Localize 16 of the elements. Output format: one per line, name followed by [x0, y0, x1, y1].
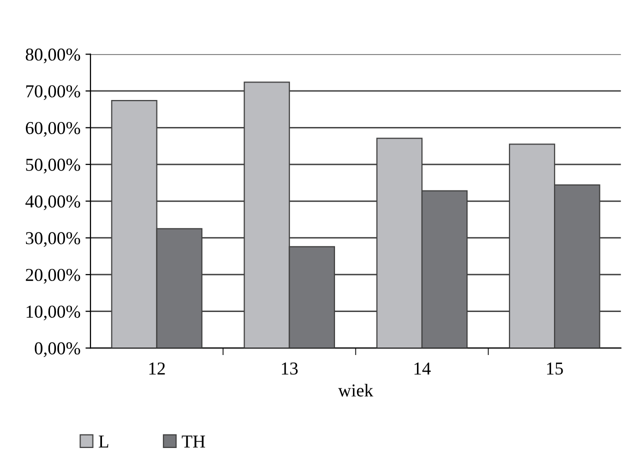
y-tick-label: 0,00% [34, 342, 80, 358]
y-tick-label: 50,00% [26, 158, 80, 174]
y-tick-label: 30,00% [26, 232, 80, 247]
y-tick-label: 20,00% [26, 268, 80, 284]
x-tick-label: 13 [282, 362, 298, 375]
x-tick-label: 12 [149, 362, 165, 374]
x-axis-title: wiek [338, 384, 374, 397]
y-tick-label: 60,00% [26, 122, 80, 137]
x-tick-label: 14 [414, 362, 431, 374]
x-tick-label: 15 [547, 362, 563, 375]
y-tick-label: 40,00% [25, 195, 80, 210]
legend-label: TH [182, 436, 206, 448]
y-tick-label: 80,00% [26, 48, 80, 64]
y-tick-label: 10,00% [26, 306, 80, 320]
legend-label: L [98, 436, 108, 448]
y-tick-label: 70,00% [26, 85, 80, 100]
